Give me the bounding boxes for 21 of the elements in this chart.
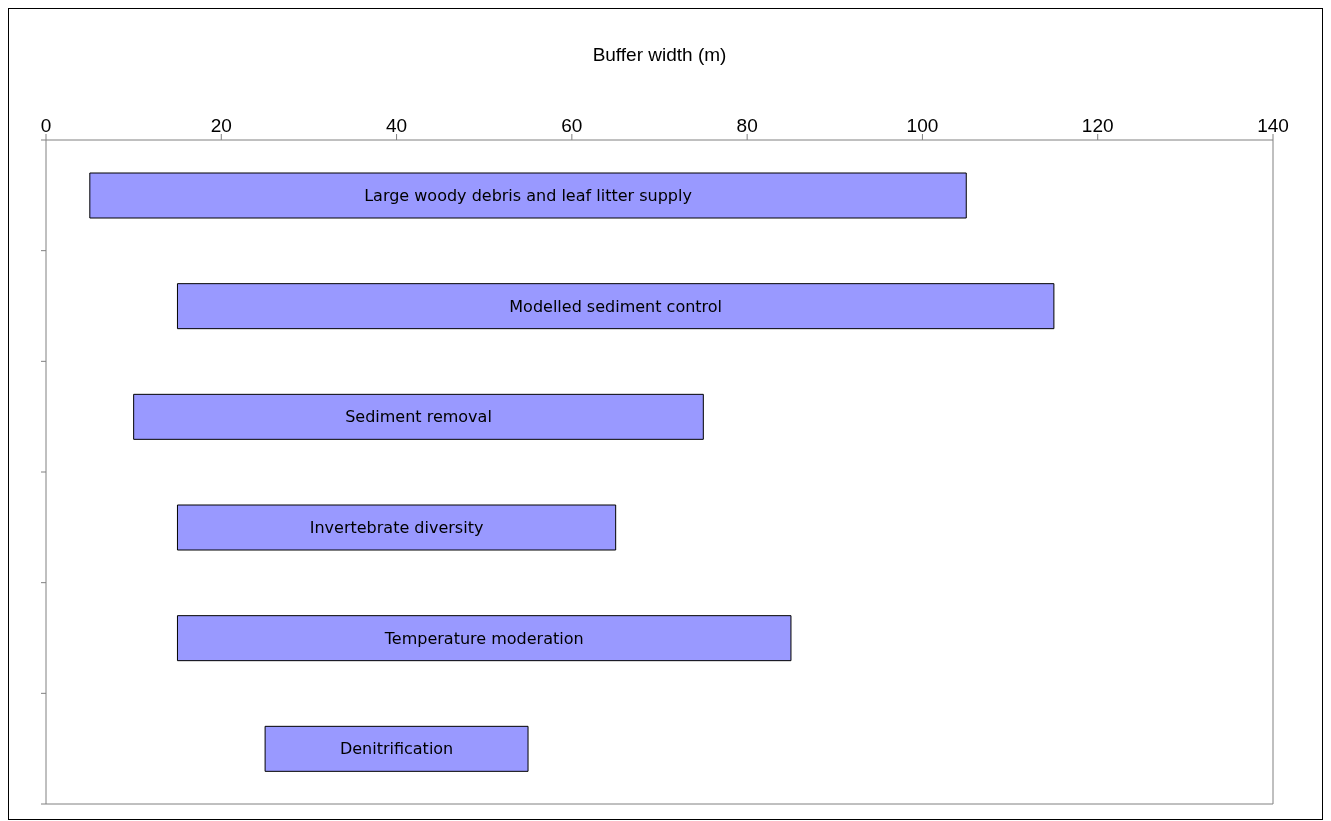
y-tick-label: Sediment removal [345, 407, 492, 427]
bar [176, 504, 617, 551]
y-tick-label: Large woody debris and leaf litter supply [364, 186, 692, 205]
y-tick-label: Temperature moderation [383, 628, 584, 648]
x-tick-label: 100 [906, 115, 939, 136]
x-axis-title: Buffer width (m) [592, 44, 727, 65]
x-tick-label: 20 [210, 115, 232, 136]
bar [176, 283, 1055, 330]
bar [133, 393, 704, 440]
y-tick-label: Denitrification [339, 739, 454, 759]
bar [89, 172, 967, 219]
x-tick-label: 120 [1081, 115, 1114, 136]
y-tick-label: Invertebrate diversity [309, 518, 484, 537]
x-tick-label: 40 [386, 115, 408, 136]
x-tick-label: 140 [1257, 115, 1289, 136]
bar [264, 725, 529, 772]
x-tick-label: 80 [736, 115, 758, 136]
x-tick-label: 0 [40, 115, 52, 136]
x-tick-label: 60 [561, 115, 583, 136]
y-tick-label: Modelled sediment control [509, 296, 723, 316]
bar [176, 615, 792, 662]
